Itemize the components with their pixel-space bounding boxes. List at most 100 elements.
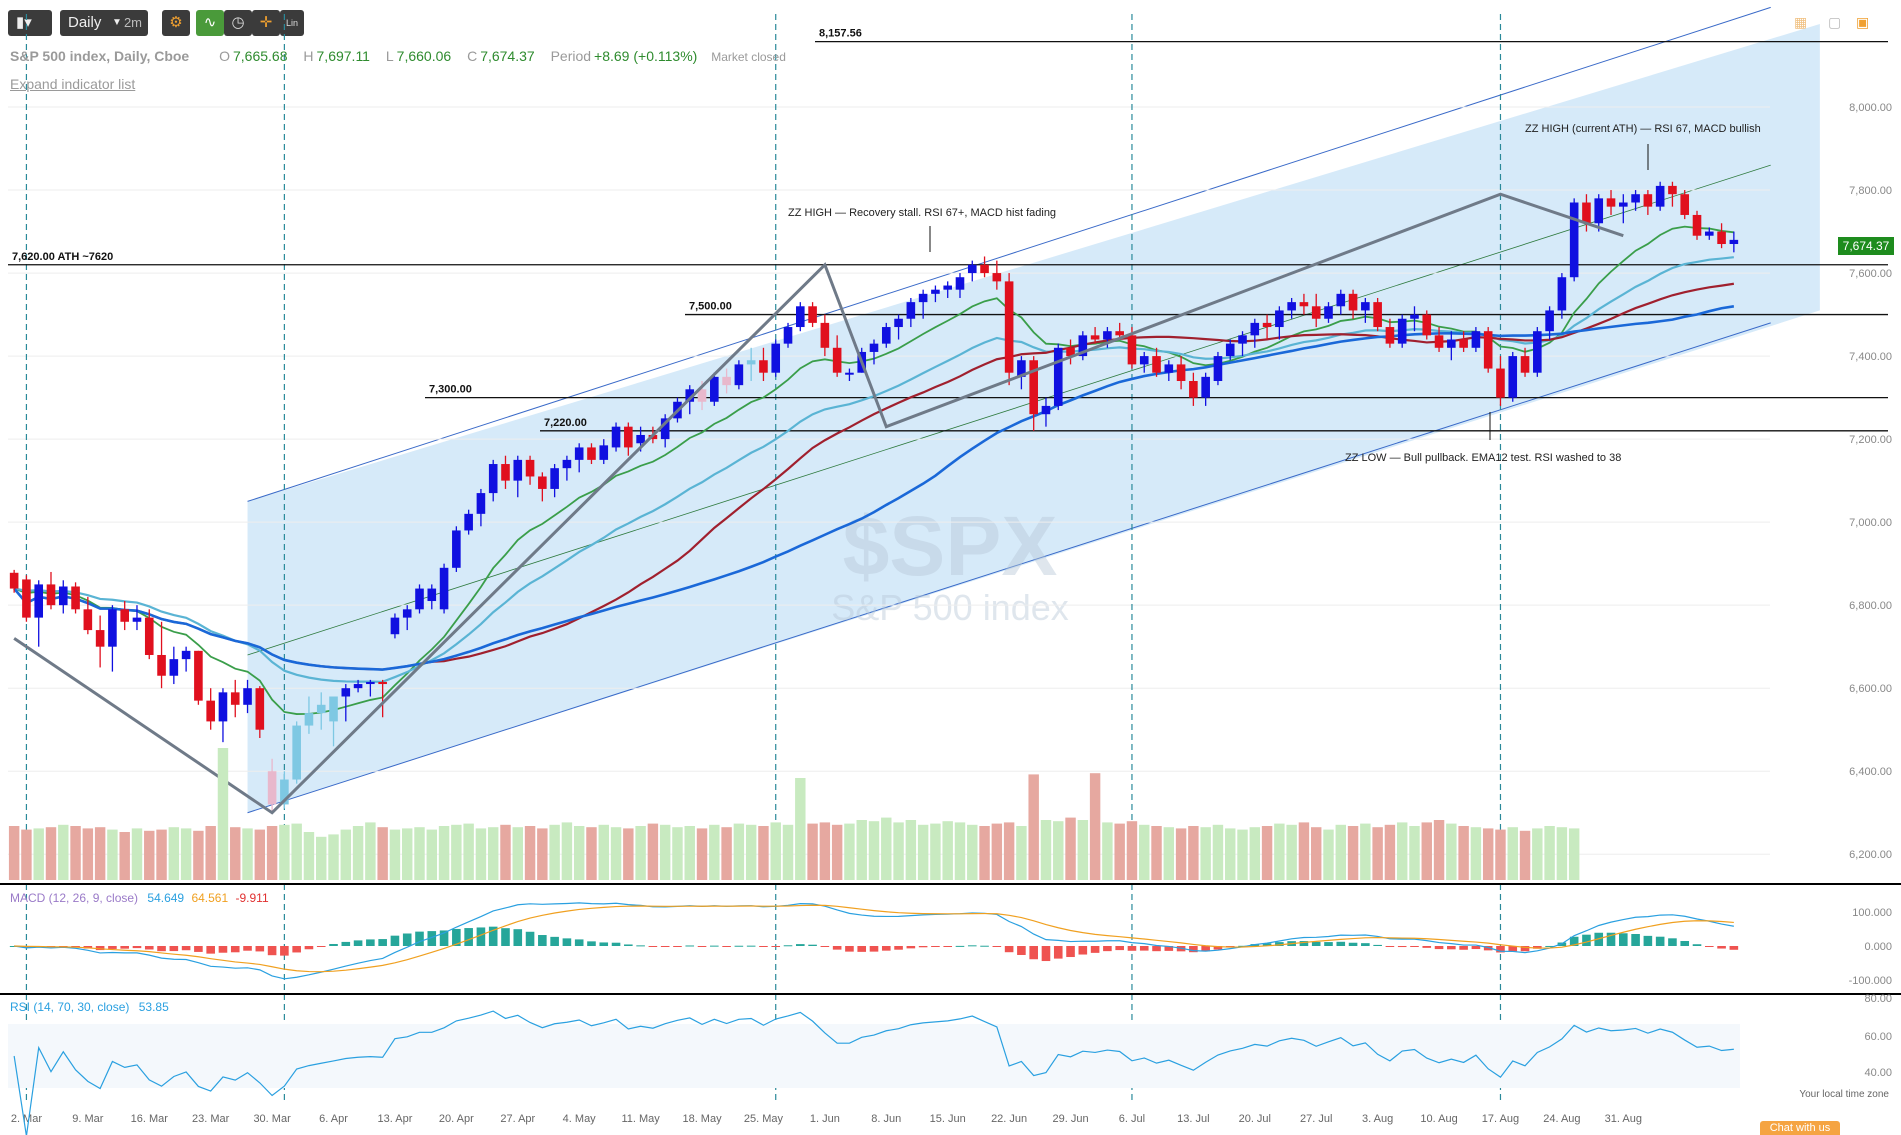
candle-body	[1299, 302, 1309, 307]
candle-body	[1348, 293, 1358, 311]
volume-bar	[512, 827, 523, 880]
macd-histogram-bar	[95, 946, 105, 951]
price-tick-label: 7,200.00	[1849, 434, 1892, 446]
chat-button[interactable]: Chat with us	[1760, 1121, 1840, 1135]
candle-body	[292, 725, 301, 780]
volume-bar	[647, 823, 659, 880]
crosshair-icon[interactable]: ✛	[252, 10, 280, 36]
volume-bar	[610, 827, 622, 880]
volume-bar	[893, 822, 904, 880]
fullscreen-icon[interactable]: ▢	[1828, 14, 1842, 30]
macd-histogram-bar	[1385, 946, 1395, 947]
candle-body	[132, 617, 142, 622]
macd-histogram-bar	[1422, 946, 1432, 948]
volume-bar	[107, 829, 118, 880]
macd-histogram-bar	[439, 930, 449, 946]
candle-body	[366, 681, 375, 685]
sma100-line	[13, 304, 1735, 671]
gear-icon[interactable]: ⚙	[162, 10, 190, 36]
candle-body	[1594, 198, 1604, 224]
interval-select[interactable]: Daily ▼ 2m	[60, 10, 148, 36]
candle-body	[1029, 360, 1038, 415]
macd-histogram-bar	[280, 946, 289, 956]
volume-bar	[549, 824, 560, 880]
macd-histogram-bar	[1582, 934, 1591, 946]
macd-histogram-bar	[1127, 946, 1137, 951]
volume-bar	[1421, 822, 1432, 880]
macd-histogram-bar	[341, 941, 351, 946]
candle-body	[1631, 194, 1640, 203]
macd-histogram-bar	[1434, 946, 1444, 950]
volume-bar	[1249, 827, 1261, 880]
macd-histogram-bar	[587, 941, 596, 946]
volume-bar	[33, 828, 44, 880]
volume-bar	[844, 823, 855, 880]
horizontal-level-label: 7,500.00	[689, 301, 732, 313]
candle-body	[1655, 185, 1665, 207]
candle-body	[636, 434, 645, 444]
date-tick-label: 17. Aug	[1482, 1113, 1519, 1125]
volume-bar	[819, 822, 831, 880]
macd-histogram-bar	[955, 945, 965, 947]
candle-body	[1508, 356, 1518, 398]
candle-body	[46, 584, 56, 606]
candle-body	[267, 771, 277, 805]
candle-body	[820, 322, 830, 348]
macd-histogram-bar	[513, 929, 523, 946]
volume-bar	[58, 824, 69, 880]
macd-tick-label: 0.000	[1864, 941, 1892, 953]
candle-body	[452, 530, 461, 568]
indicator-icon[interactable]: ∿	[196, 10, 224, 36]
candle-body	[1447, 339, 1456, 348]
candle-body	[341, 688, 351, 697]
macd-histogram-bar	[881, 946, 891, 951]
candle-body	[1729, 239, 1739, 245]
macd-legend: MACD (12, 26, 9, close) 54.649 64.561 -9…	[10, 891, 269, 905]
macd-histogram-bar	[1594, 932, 1604, 946]
volume-bar	[217, 748, 229, 880]
date-tick-label: 4. May	[563, 1113, 597, 1125]
candle-body	[513, 459, 523, 481]
macd-histogram-bar	[1619, 933, 1628, 946]
clock-icon[interactable]: ◷	[224, 10, 252, 36]
expand-indicator-list-link[interactable]: Expand indicator list	[10, 76, 136, 92]
close-label: C	[467, 48, 478, 64]
macd-histogram-bar	[157, 946, 166, 952]
volume-bar	[291, 823, 302, 880]
volume-bar	[991, 823, 1003, 880]
candle-body	[574, 447, 584, 460]
horizontal-level-label: 7,620.00 ATH ~7620	[12, 251, 113, 263]
candle-body	[1582, 202, 1591, 224]
volume-bar	[1175, 828, 1187, 880]
candle-body	[734, 364, 744, 386]
snapshot-icon[interactable]: ▣	[1856, 14, 1870, 30]
high-value: 7,697.11	[316, 48, 370, 64]
candle-body	[955, 277, 965, 290]
candle-body	[1717, 231, 1726, 245]
macd-histogram-bar	[1017, 946, 1026, 955]
chart-type-button[interactable]: ▮▾	[8, 10, 52, 36]
macd-histogram-bar	[169, 946, 179, 952]
candle-body	[120, 609, 129, 622]
layout-icon[interactable]: ▦	[1794, 14, 1808, 30]
interval-value: Daily	[68, 14, 102, 31]
macd-histogram-bar	[390, 935, 400, 946]
candle-body	[611, 426, 621, 448]
volume-bar	[205, 826, 216, 880]
volume-bar	[1286, 824, 1297, 880]
volume-bar	[303, 832, 315, 880]
horizontal-level-label: 7,300.00	[429, 384, 472, 396]
macd-histogram-bar	[206, 946, 215, 954]
candle-body	[378, 681, 387, 685]
open-label: O	[219, 48, 230, 64]
volume-bar	[230, 827, 241, 880]
candle-body	[1643, 194, 1653, 207]
candle-body	[906, 302, 916, 319]
volume-bar	[45, 827, 57, 880]
macd-histogram-bar	[845, 946, 854, 952]
volume-bar	[144, 830, 155, 880]
candle-body	[1410, 314, 1419, 319]
candle-body	[710, 376, 719, 402]
candle-body	[1704, 231, 1714, 236]
